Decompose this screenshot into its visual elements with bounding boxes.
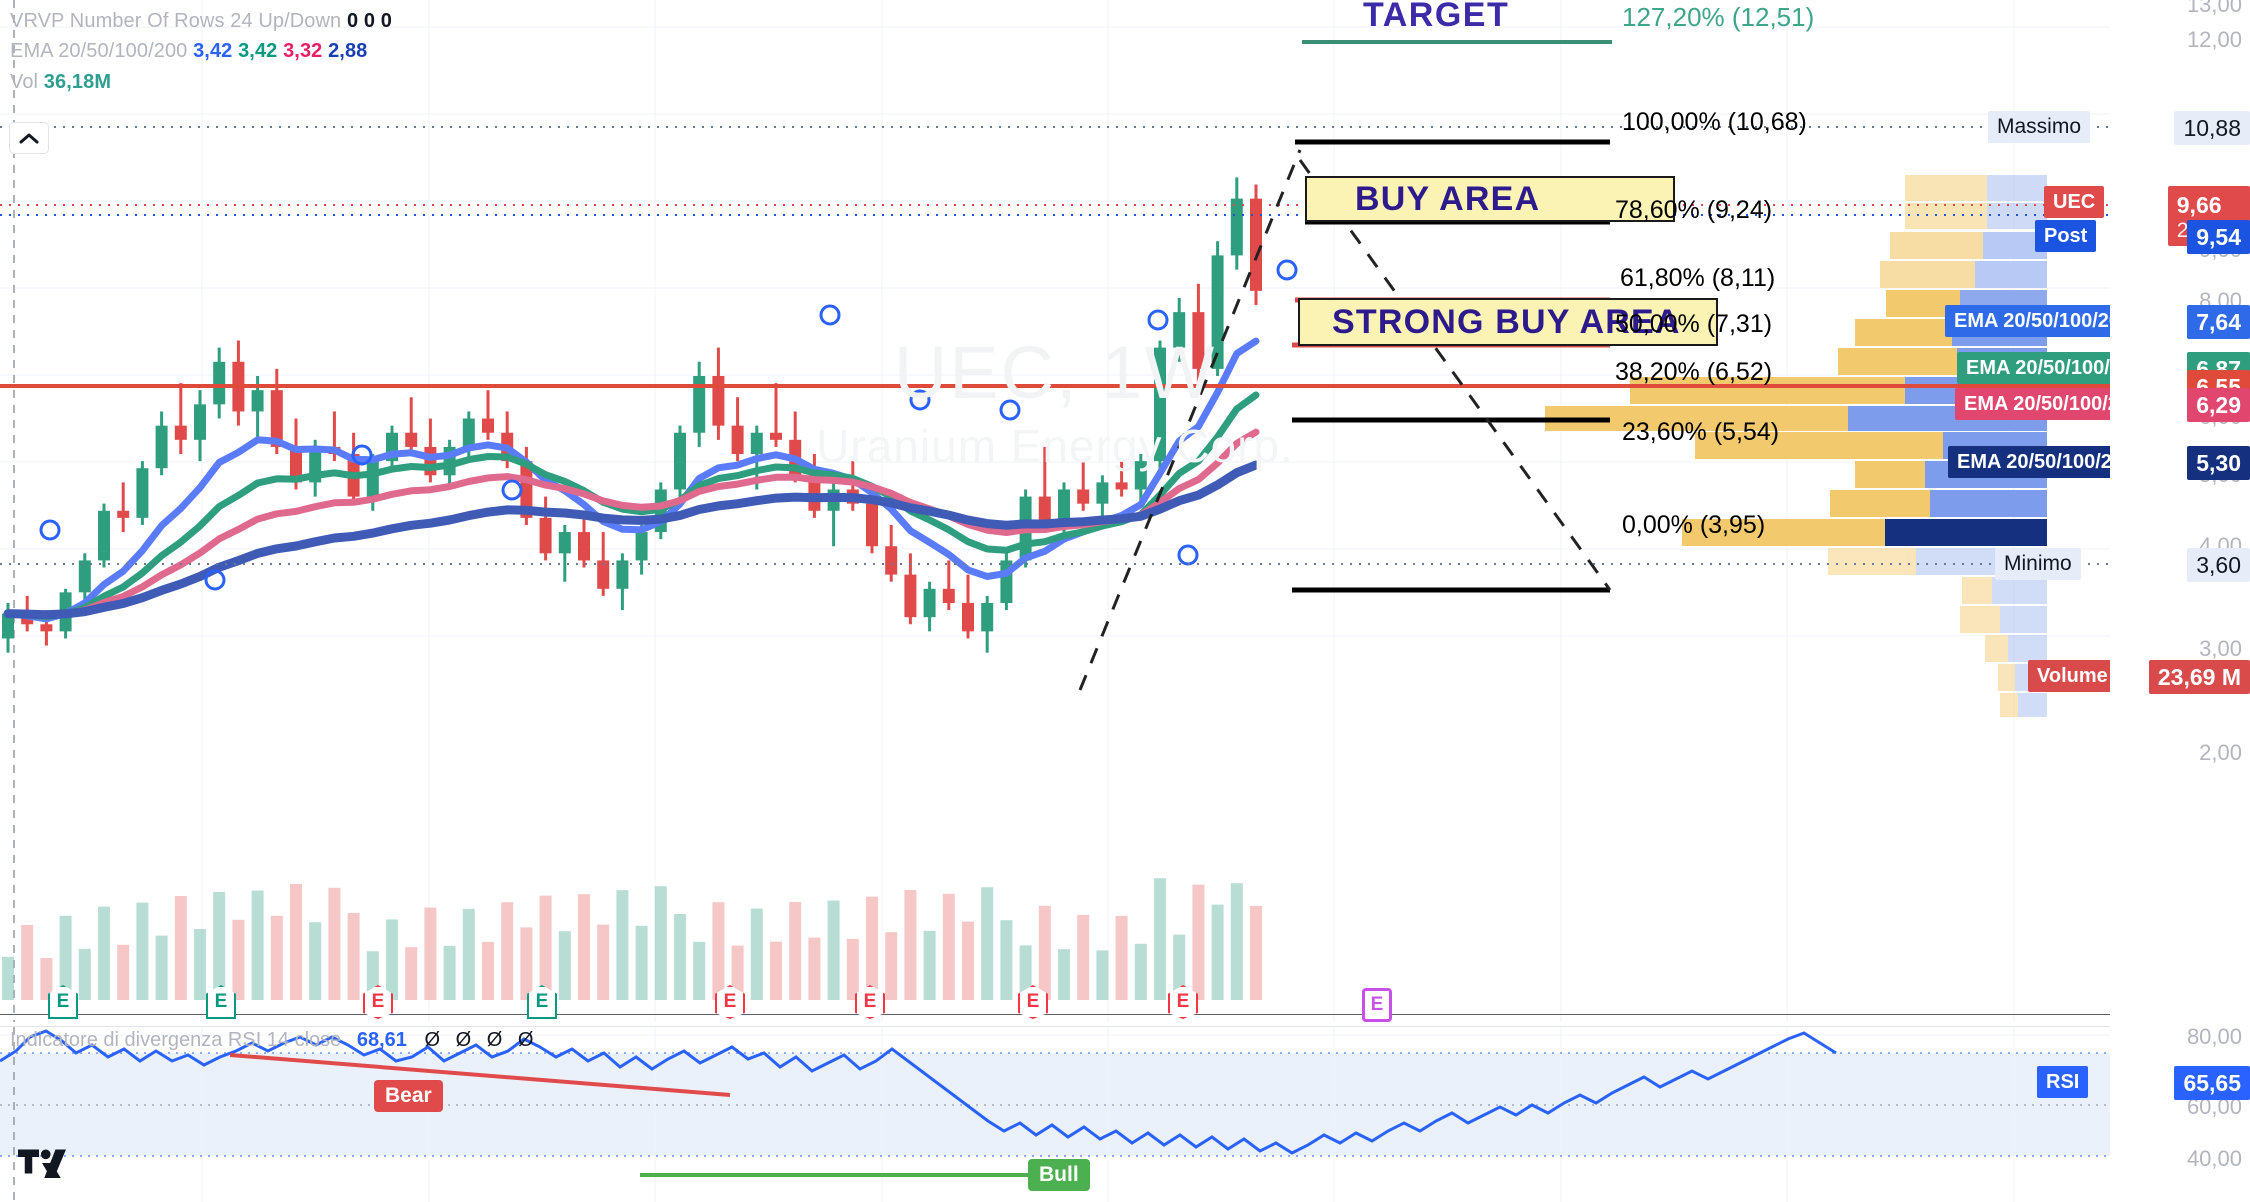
high-price-badge: 10,88 bbox=[2174, 111, 2250, 145]
earnings-marker[interactable]: E bbox=[527, 985, 557, 1019]
rsi-value-badge[interactable]: 65,65 bbox=[2174, 1066, 2250, 1100]
main-chart-pane[interactable]: UEC, 1W Uranium Energy Corp. bbox=[0, 0, 2110, 1022]
target-percent-label: 127,20% (12,51) bbox=[1622, 2, 1815, 32]
legend-vrvp-v2: 0 bbox=[380, 10, 392, 32]
collapse-legend-button[interactable] bbox=[9, 122, 49, 154]
price-tick: 3,00 bbox=[2199, 636, 2242, 661]
legend-vol-value: 36,18M bbox=[43, 70, 112, 93]
legend-ema200: 2,88 bbox=[328, 40, 368, 63]
legend-ema100: 3,32 bbox=[283, 40, 323, 63]
earnings-marker[interactable]: E bbox=[363, 985, 393, 1019]
rsi-pane[interactable]: Indicatore di divergenza RSI 14 close 68… bbox=[0, 1026, 2110, 1202]
rsi-extra-0: Ø bbox=[424, 1029, 441, 1051]
rsi-series-tag: RSI bbox=[2037, 1066, 2089, 1098]
rsi-legend-value: 68,61 bbox=[356, 1029, 407, 1051]
fib-label-618: 61,80% (8,11) bbox=[1620, 264, 1776, 292]
legend-row-vrvp[interactable]: VRVP Number Of Rows 24 Up/Down 0 0 0 bbox=[10, 6, 392, 36]
strong-buy-area-box[interactable]: STRONG BUY AREA bbox=[1298, 298, 1718, 346]
legend-row-ema[interactable]: EMA 20/50/100/200 3,42 3,42 3,32 2,88 bbox=[10, 36, 392, 66]
uec-series-tag: UEC bbox=[2044, 186, 2105, 218]
chevron-up-icon bbox=[19, 133, 39, 144]
legend-ema20: 3,42 bbox=[193, 40, 233, 63]
time-axis-line bbox=[0, 1014, 2110, 1015]
earnings-marker[interactable]: E bbox=[855, 985, 885, 1019]
fib-label-50: 50,00% (7,31) bbox=[1615, 310, 1773, 338]
price-series bbox=[2, 177, 1298, 1000]
tradingview-logo-icon bbox=[18, 1149, 66, 1178]
rsi-scale[interactable]: 80,00 60,00 40,00 65,65 RSI bbox=[2037, 1024, 2250, 1202]
price-tick: 13,00 bbox=[2186, 0, 2242, 17]
earnings-upcoming-marker[interactable]: E bbox=[1362, 988, 1392, 1022]
ema50-series-tag: EMA 20/50/100/200:Plot bbox=[1957, 352, 2110, 384]
earnings-marker[interactable]: E bbox=[48, 985, 78, 1019]
bear-divergence-tag[interactable]: Bear bbox=[374, 1080, 443, 1112]
rsi-extra-1: Ø bbox=[455, 1029, 472, 1051]
fib-label-236: 23,60% (5,54) bbox=[1622, 418, 1780, 446]
ema20-series-tag: EMA 20/50/100/200:Plot bbox=[1945, 305, 2110, 337]
strong-buy-area-label: STRONG BUY AREA bbox=[1332, 302, 1681, 341]
ema100-series-tag: EMA 20/50/100/200:Plot bbox=[1955, 388, 2110, 420]
ema200-price-badge[interactable]: 5,30 bbox=[2187, 446, 2250, 480]
post-price-badge[interactable]: 9,54 bbox=[2187, 220, 2250, 254]
earnings-marker[interactable]: E bbox=[715, 985, 745, 1019]
bull-divergence-tag[interactable]: Bull bbox=[1028, 1159, 1090, 1191]
chart-legend: VRVP Number Of Rows 24 Up/Down 0 0 0 EMA… bbox=[10, 6, 392, 97]
tradingview-logo[interactable] bbox=[18, 1149, 72, 1188]
target-label: TARGET bbox=[1363, 0, 1510, 34]
volume-series-tag: Volume bbox=[2028, 660, 2110, 692]
fib-label-786: 78,60% (9,24) bbox=[1615, 196, 1773, 224]
rsi-legend-title: Indicatore di divergenza RSI 14 close bbox=[10, 1029, 342, 1051]
buy-area-box[interactable]: BUY AREA bbox=[1305, 176, 1675, 222]
price-tick: 12,00 bbox=[2186, 27, 2242, 52]
legend-row-volume[interactable]: Vol 36,18M bbox=[10, 67, 392, 97]
high-marker-label: Massimo bbox=[1988, 111, 2091, 143]
legend-vol-title: Vol bbox=[10, 70, 39, 93]
earnings-marker[interactable]: E bbox=[1018, 985, 1048, 1019]
low-price-badge: 3,60 bbox=[2187, 548, 2250, 582]
earnings-marker[interactable]: E bbox=[206, 985, 236, 1019]
fib-label-382: 38,20% (6,52) bbox=[1615, 358, 1773, 386]
fib-label-100: 100,00% (10,68) bbox=[1622, 108, 1807, 136]
buy-area-label: BUY AREA bbox=[1355, 179, 1541, 218]
level-lines bbox=[0, 126, 2110, 691]
fib-label-0: 0,00% (3,95) bbox=[1622, 511, 1766, 539]
legend-vrvp-v1: 0 bbox=[363, 10, 376, 32]
rsi-extra-3: Ø bbox=[517, 1029, 534, 1051]
target-line bbox=[1302, 40, 1612, 44]
rsi-extra-2: Ø bbox=[486, 1029, 503, 1051]
uec-price-value: 9,66 bbox=[2176, 191, 2222, 218]
rsi-tick: 40,00 bbox=[2186, 1146, 2242, 1171]
price-scale[interactable]: 13,00 12,00 11,00 10,00 9,00 8,00 7,00 6… bbox=[2110, 0, 2250, 1022]
rsi-legend[interactable]: Indicatore di divergenza RSI 14 close 68… bbox=[10, 1029, 533, 1052]
rsi-tick: 80,00 bbox=[2186, 1024, 2242, 1049]
legend-vrvp-v0: 0 bbox=[346, 10, 359, 32]
ema20-price-badge[interactable]: 7,64 bbox=[2187, 305, 2250, 339]
ema100-price-badge[interactable]: 6,29 bbox=[2187, 388, 2250, 422]
rsi-plot bbox=[0, 1027, 2110, 1202]
legend-vrvp-title: VRVP Number Of Rows 24 Up/Down bbox=[10, 10, 342, 32]
low-marker-label: Minimo bbox=[1995, 548, 2081, 580]
legend-ema-title: EMA 20/50/100/200 bbox=[10, 40, 188, 63]
earnings-marker[interactable]: E bbox=[1168, 985, 1198, 1019]
ema200-series-tag: EMA 20/50/100/200:Plot bbox=[1948, 446, 2110, 478]
chart-grid bbox=[0, 0, 2110, 1022]
legend-ema50: 3,42 bbox=[238, 40, 278, 63]
volume-value-badge[interactable]: 23,69 M bbox=[2148, 660, 2250, 694]
price-tick: 2,00 bbox=[2199, 740, 2242, 765]
post-series-tag: Post bbox=[2035, 220, 2097, 252]
